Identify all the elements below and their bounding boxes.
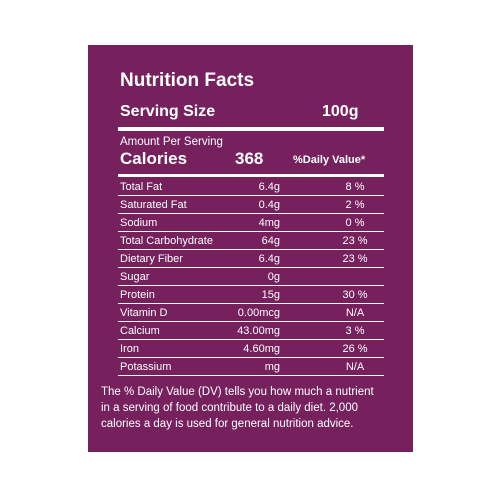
- nutrient-row: Iron 4.60mg 26 %: [118, 340, 384, 358]
- serving-size: 100g: [322, 103, 359, 120]
- row-separator: [118, 357, 384, 358]
- footnote-line: in a serving of food contribute to a dai…: [101, 402, 358, 414]
- nutrient-dv: 26 %: [342, 343, 368, 355]
- nutrient-dv: N/A: [345, 361, 365, 373]
- nutrient-dv: 23 %: [342, 235, 368, 247]
- nutrient-name: Total Fat: [120, 181, 163, 193]
- nutrient-row: Protein 15g 30 %: [118, 286, 384, 304]
- row-separator: [118, 231, 384, 232]
- amount-per-serving: Amount Per Serving: [120, 136, 223, 148]
- nutrient-name: Iron: [120, 343, 139, 355]
- nutrition-label: Nutrition Facts Serving Size 100g Amount…: [88, 45, 413, 452]
- nutrient-amount: 6.4g: [258, 253, 280, 265]
- nutrient-row: Potassium mg N/A: [118, 358, 384, 376]
- nutrient-dv: 2 %: [345, 199, 365, 211]
- nutrient-dv: N/A: [345, 307, 365, 319]
- nutrient-dv: 23 %: [342, 253, 368, 265]
- row-separator: [118, 267, 384, 268]
- nutrient-name: Protein: [120, 289, 155, 301]
- nutrient-dv: 8 %: [345, 181, 365, 193]
- nutrient-name: Sodium: [120, 217, 158, 229]
- nutrient-row: Calcium 43.00mg 3 %: [118, 322, 384, 340]
- rule: [118, 127, 384, 131]
- calories: 368: [235, 149, 264, 168]
- nutrient-amount: mg: [264, 361, 280, 373]
- row-separator: [118, 339, 384, 340]
- nutrient-amount: 64g: [261, 235, 280, 247]
- row-separator: [118, 195, 384, 196]
- nutrient-amount: 6.4g: [258, 181, 280, 193]
- nutrient-row: Dietary Fiber 6.4g 23 %: [118, 250, 384, 268]
- nutrient-amount: 0g: [267, 271, 280, 283]
- rule: [118, 174, 384, 177]
- nutrient-amount: 15g: [261, 289, 280, 301]
- nutrient-name: Potassium: [120, 361, 172, 373]
- footnote: The % Daily Value (DV) tells you how muc…: [101, 384, 374, 432]
- nutrient-row: Total Fat 6.4g 8 %: [118, 178, 384, 196]
- row-separator: [118, 375, 384, 376]
- row-separator: [118, 303, 384, 304]
- row-separator: [118, 213, 384, 214]
- calories-label: Calories: [120, 149, 188, 168]
- nutrient-name: Sugar: [120, 271, 150, 283]
- nutrient-dv: 0 %: [345, 217, 365, 229]
- daily-value-header: %Daily Value*: [293, 154, 366, 166]
- nutrient-dv: 3 %: [345, 325, 365, 337]
- nutrient-name: Total Carbohydrate: [120, 235, 213, 247]
- row-separator: [118, 285, 384, 286]
- nutrient-amount: 43.00mg: [237, 325, 280, 337]
- row-separator: [118, 249, 384, 250]
- footnote-line: calories a day is used for general nutri…: [101, 418, 354, 430]
- nutrient-amount: 0.00mcg: [237, 307, 280, 319]
- row-separator: [118, 321, 384, 322]
- nutrient-row: Sugar 0g: [118, 268, 384, 286]
- title: Nutrition Facts: [120, 70, 255, 91]
- nutrient-name: Calcium: [120, 325, 160, 337]
- nutrient-amount: 4mg: [258, 217, 280, 229]
- nutrient-row: Total Carbohydrate 64g 23 %: [118, 232, 384, 250]
- nutrient-row: Sodium 4mg 0 %: [118, 214, 384, 232]
- nutrient-row: Saturated Fat 0.4g 2 %: [118, 196, 384, 214]
- nutrient-name: Saturated Fat: [120, 199, 187, 211]
- nutrient-name: Dietary Fiber: [120, 253, 183, 265]
- nutrient-name: Vitamin D: [120, 307, 168, 319]
- footnote-line: The % Daily Value (DV) tells you how muc…: [101, 386, 374, 398]
- nutrient-dv: 30 %: [342, 289, 368, 301]
- serving-size-label: Serving Size: [120, 103, 216, 120]
- nutrient-row: Vitamin D 0.00mcg N/A: [118, 304, 384, 322]
- nutrient-amount: 4.60mg: [243, 343, 280, 355]
- nutrient-amount: 0.4g: [258, 199, 280, 211]
